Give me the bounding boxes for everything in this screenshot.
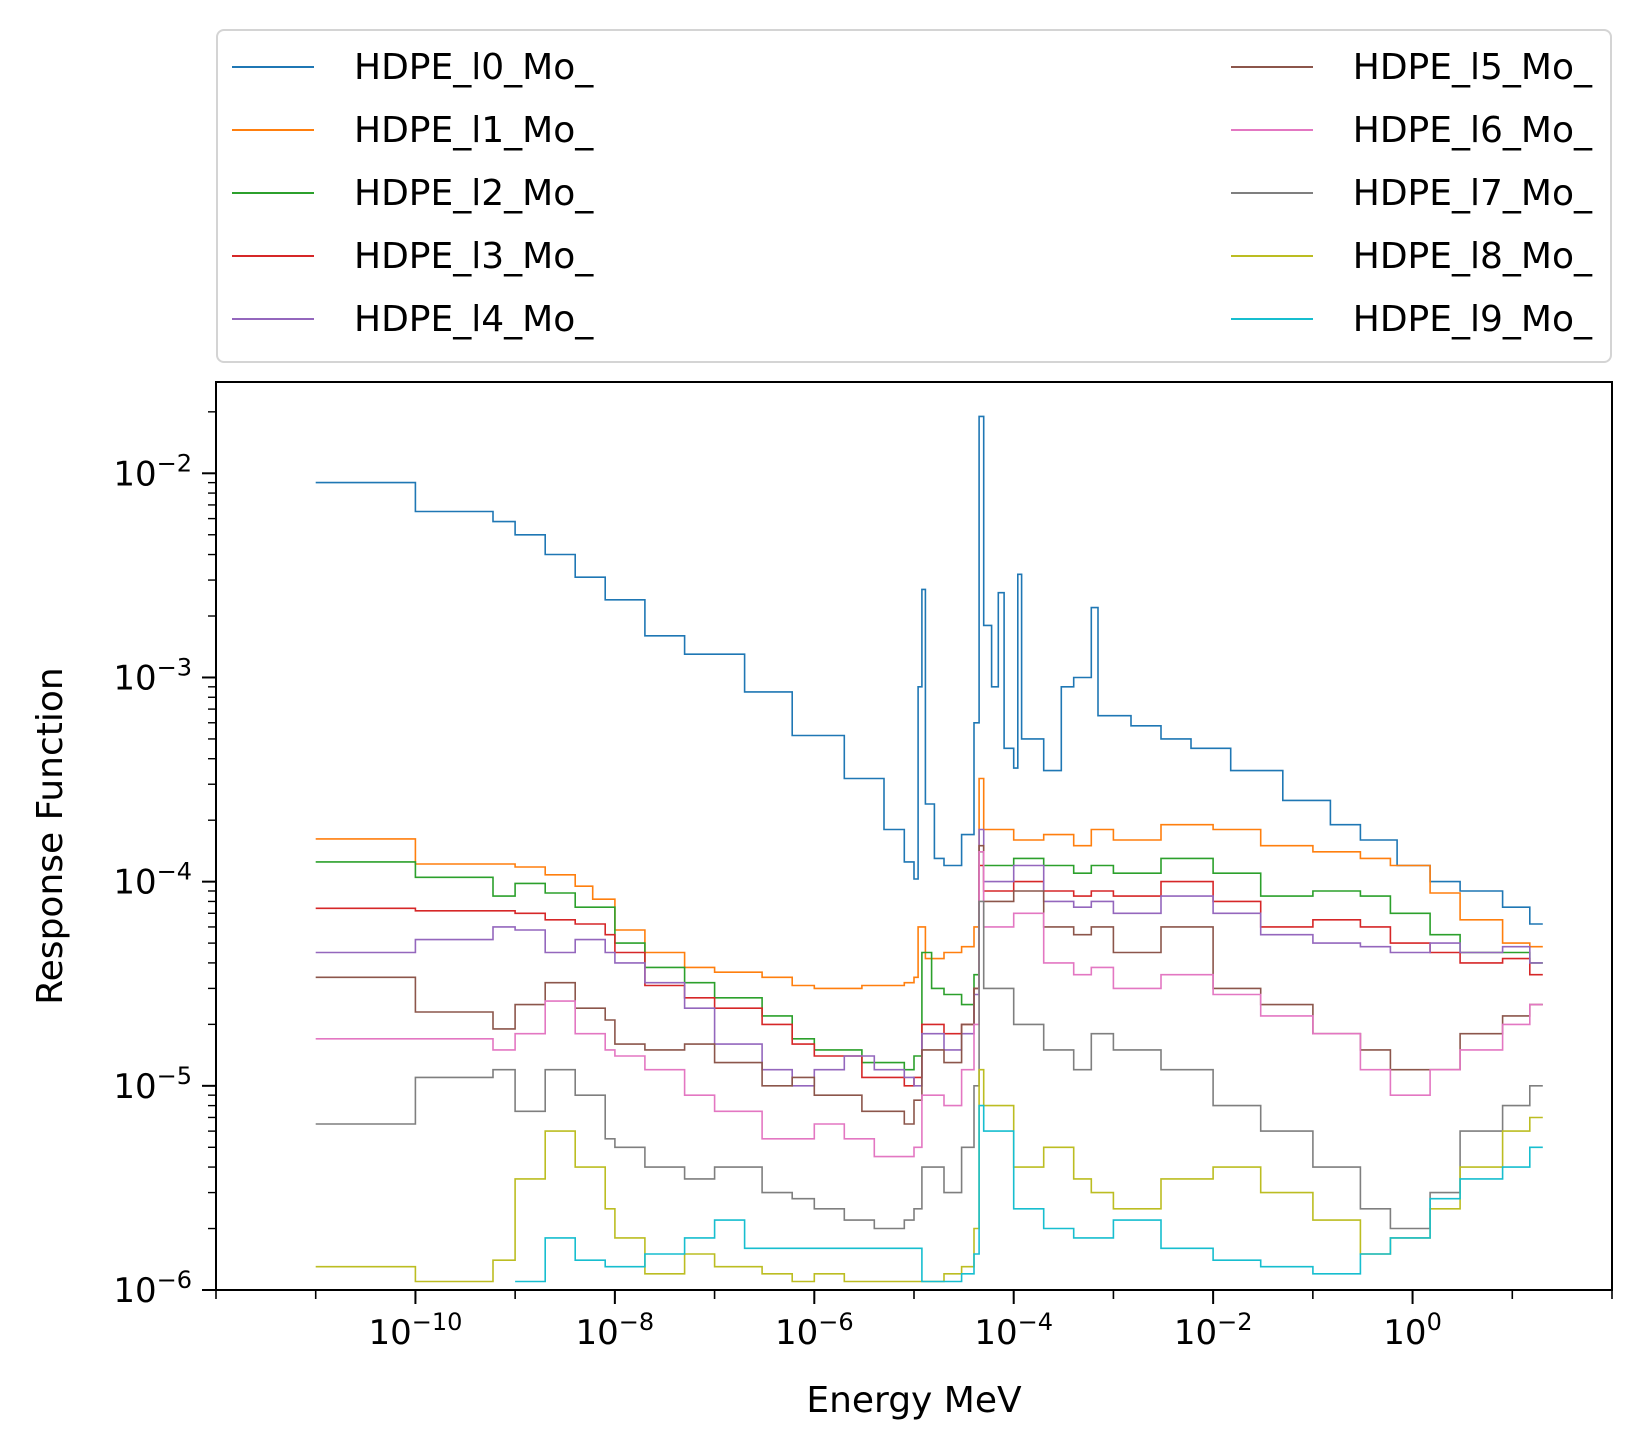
y-tick-label-2: 10−4 (113, 858, 192, 903)
legend-label: HDPE_l2_Mo_ (354, 172, 594, 214)
legend-label: HDPE_l9_Mo_ (1352, 298, 1592, 340)
series-line-2 (315, 851, 1543, 1071)
series-line-3 (315, 864, 1543, 1087)
x-tick-label-1: 10−8 (576, 1308, 655, 1353)
series-line-4 (315, 828, 1543, 1087)
legend-label: HDPE_l3_Mo_ (354, 235, 594, 277)
x-tick-label-5: 100 (1383, 1308, 1442, 1353)
legend-label: HDPE_l7_Mo_ (1352, 172, 1592, 214)
legend-label: HDPE_l1_Mo_ (354, 109, 594, 151)
legend-label: HDPE_l0_Mo_ (354, 46, 594, 88)
x-tick-label-3: 10−4 (974, 1308, 1053, 1353)
y-tick-label-3: 10−5 (113, 1062, 192, 1107)
legend-label: HDPE_l6_Mo_ (1352, 109, 1592, 151)
legend-swatch (1230, 129, 1313, 131)
legend-swatch (1230, 318, 1313, 320)
legend-item-6: HDPE_l6_Mo_ (1230, 109, 1592, 151)
legend-item-7: HDPE_l7_Mo_ (1230, 172, 1592, 214)
x-axis-label: Energy MeV (806, 1380, 1022, 1421)
series-line-7 (315, 900, 1543, 1230)
y-tick-label-0: 10−2 (113, 449, 192, 494)
legend: HDPE_l0_Mo_ HDPE_l1_Mo_ HDPE_l2_Mo_ HDPE_l3… (216, 29, 1612, 363)
series-line-8 (315, 1068, 1543, 1283)
legend-label: HDPE_l8_Mo_ (1352, 235, 1592, 277)
series-line-5 (315, 844, 1543, 1125)
legend-swatch (232, 129, 314, 131)
legend-swatch (1230, 255, 1313, 257)
series-line-1 (315, 777, 1543, 990)
x-axis: 10−10 10−8 10−6 10−4 10−2 100 (215, 1290, 1613, 1353)
series-line-0 (315, 415, 1543, 925)
series-line-6 (315, 851, 1543, 1158)
legend-item-5: HDPE_l5_Mo_ (1230, 46, 1592, 88)
legend-swatch (1230, 66, 1313, 68)
legend-swatch (232, 318, 314, 320)
legend-swatch (232, 255, 314, 257)
y-tick-label-4: 10−6 (113, 1266, 192, 1311)
legend-item-8: HDPE_l8_Mo_ (1230, 235, 1592, 277)
legend-label: HDPE_l4_Mo_ (354, 298, 594, 340)
series-group (315, 415, 1543, 1283)
x-tick-label-0: 10−10 (368, 1308, 462, 1353)
legend-item-3: HDPE_l3_Mo_ (232, 235, 594, 277)
legend-swatch (1230, 192, 1313, 194)
y-tick-label-1: 10−3 (113, 653, 192, 698)
x-tick-label-4: 10−2 (1174, 1308, 1253, 1353)
legend-label: HDPE_l5_Mo_ (1352, 46, 1592, 88)
series-line-9 (515, 1104, 1543, 1283)
legend-item-0: HDPE_l0_Mo_ (232, 46, 594, 88)
y-axis: 10−2 10−3 10−4 10−5 10−6 (113, 411, 216, 1311)
legend-item-9: HDPE_l9_Mo_ (1230, 298, 1592, 340)
legend-swatch (232, 66, 314, 68)
legend-item-2: HDPE_l2_Mo_ (232, 172, 594, 214)
y-axis-label: Response Function (30, 667, 71, 1004)
legend-swatch (232, 192, 314, 194)
legend-item-1: HDPE_l1_Mo_ (232, 109, 594, 151)
legend-item-4: HDPE_l4_Mo_ (232, 298, 594, 340)
x-tick-label-2: 10−6 (775, 1308, 854, 1353)
